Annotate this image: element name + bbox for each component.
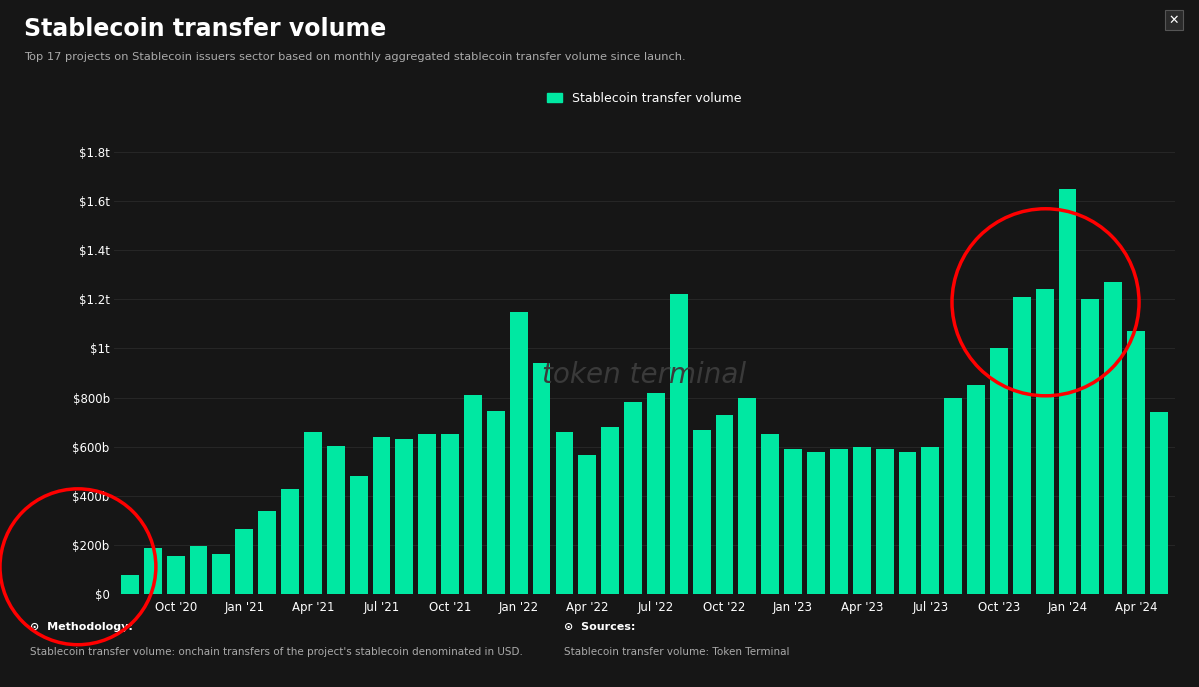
Bar [189, 546, 207, 594]
Text: Stablecoin transfer volume: onchain transfers of the project's stablecoin denomi: Stablecoin transfer volume: onchain tran… [30, 647, 523, 657]
Bar [875, 449, 893, 594]
Bar [921, 447, 939, 594]
Bar [487, 411, 505, 594]
Bar [852, 447, 870, 594]
Bar [144, 548, 162, 594]
Bar [761, 434, 779, 594]
Bar [235, 529, 253, 594]
Bar [396, 440, 414, 594]
Bar [647, 393, 664, 594]
Bar [303, 432, 321, 594]
Bar [1059, 188, 1077, 594]
Bar [898, 451, 916, 594]
Bar [601, 427, 619, 594]
Bar [670, 294, 688, 594]
Bar [945, 398, 962, 594]
Bar [121, 574, 139, 594]
Text: ⊙  Methodology:: ⊙ Methodology: [30, 622, 133, 632]
Bar [716, 415, 734, 594]
Bar [830, 449, 848, 594]
Text: Stablecoin transfer volume: Token Terminal: Stablecoin transfer volume: Token Termin… [564, 647, 789, 657]
Bar [739, 398, 757, 594]
Bar [281, 488, 299, 594]
Bar [784, 449, 802, 594]
Bar [693, 429, 711, 594]
Text: token terminal: token terminal [542, 361, 747, 389]
Bar [532, 363, 550, 594]
Bar [258, 510, 276, 594]
Bar [1013, 297, 1031, 594]
Text: Top 17 projects on Stablecoin issuers sector based on monthly aggregated stablec: Top 17 projects on Stablecoin issuers se… [24, 52, 686, 62]
Text: Stablecoin transfer volume: Stablecoin transfer volume [24, 17, 386, 41]
Bar [990, 348, 1008, 594]
Bar [464, 395, 482, 594]
Bar [1127, 331, 1145, 594]
Text: ⊙  Sources:: ⊙ Sources: [564, 622, 635, 632]
Bar [1036, 289, 1054, 594]
Text: ✕: ✕ [1169, 14, 1179, 27]
Bar [1104, 282, 1122, 594]
Bar [1081, 300, 1099, 594]
Bar [510, 311, 528, 594]
Bar [807, 451, 825, 594]
Bar [968, 385, 986, 594]
Bar [212, 554, 230, 594]
Bar [625, 403, 641, 594]
Bar [1150, 412, 1168, 594]
Legend: Stablecoin transfer volume: Stablecoin transfer volume [542, 87, 747, 110]
Bar [441, 434, 459, 594]
Bar [373, 437, 391, 594]
Bar [578, 455, 596, 594]
Bar [418, 434, 436, 594]
Bar [555, 432, 573, 594]
Bar [327, 445, 344, 594]
Bar [350, 476, 368, 594]
Bar [167, 556, 185, 594]
